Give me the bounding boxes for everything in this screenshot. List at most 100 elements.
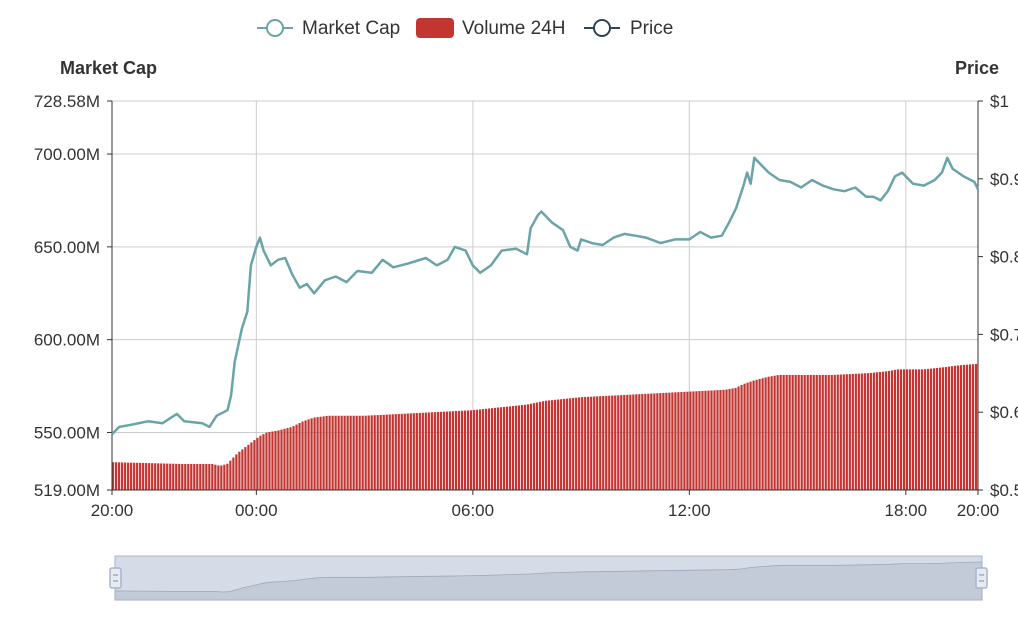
volume-bar (944, 366, 948, 490)
volume-bar (689, 391, 692, 490)
volume-bar (731, 388, 734, 490)
zoom-handle-left[interactable] (109, 567, 122, 589)
volume-bar (878, 371, 881, 490)
volume-bar (196, 464, 199, 490)
volume-bar (142, 462, 145, 490)
volume-bar (752, 380, 755, 490)
volume-bar (842, 374, 845, 490)
volume-bar (346, 415, 349, 490)
volume-bar (280, 429, 283, 490)
volume-bar (557, 399, 560, 490)
volume-bar (923, 369, 927, 490)
volume-bar (887, 370, 890, 490)
volume-bar (719, 390, 722, 490)
legend-label-volume: Volume 24H (462, 18, 566, 39)
volume-bar (686, 391, 689, 490)
market-cap-line (111, 156, 980, 436)
volume-bar (647, 393, 650, 490)
zoom-handle-right[interactable] (975, 567, 988, 589)
volume-bar (127, 462, 130, 490)
volume-bar (851, 373, 854, 490)
volume-bar (875, 372, 878, 490)
volume-bar (809, 374, 812, 490)
volume-bar (211, 464, 214, 490)
volume-bar (695, 391, 698, 490)
volume-bar (343, 415, 346, 490)
volume-bar (833, 374, 836, 490)
volume-bar (472, 410, 476, 490)
volume-bar (421, 412, 424, 490)
volume-bar (373, 415, 376, 490)
volume-bar (496, 407, 500, 490)
volume-bar (971, 364, 975, 490)
legend-item-volume[interactable]: Volume 24H (416, 18, 566, 39)
volume-bar (130, 462, 133, 490)
left-axis-tick-label: 728.58M (34, 92, 100, 111)
volume-bar (304, 420, 307, 490)
volume-bar (965, 364, 969, 490)
volume-bar (154, 463, 157, 490)
volume-bar (325, 415, 328, 490)
zoom-preview-area (114, 561, 983, 601)
volume-bar (782, 374, 785, 490)
volume-bar (397, 413, 400, 490)
volume-bar (469, 410, 473, 490)
volume-bar (746, 382, 749, 490)
right-axis-tick-label: $0.6 (990, 403, 1018, 422)
volume-bar (677, 392, 680, 490)
volume-bar (493, 407, 497, 490)
volume-bar (800, 374, 803, 490)
volume-bar (683, 391, 686, 490)
volume-bar (650, 393, 653, 490)
volume-bar (409, 413, 412, 490)
volume-bar (947, 366, 951, 490)
volume-bar (761, 378, 764, 490)
volume-bar (187, 464, 190, 490)
legend-item-market-cap[interactable]: Market Cap (257, 18, 400, 39)
volume-bar (668, 392, 671, 490)
volume-bar (767, 376, 770, 490)
volume-bar (370, 415, 373, 490)
volume-bar (569, 398, 572, 490)
volume-bar (394, 414, 397, 490)
volume-bar (629, 394, 632, 490)
volume-bar (334, 415, 337, 490)
data-zoom-slider[interactable] (109, 555, 988, 601)
volume-bar (884, 371, 887, 490)
volume-bar (193, 464, 196, 490)
volume-bar (779, 374, 782, 490)
volume-bar (716, 390, 719, 490)
volume-bar (890, 370, 894, 490)
volume-bar (815, 374, 818, 490)
volume-bar (241, 449, 244, 490)
volume-bar (755, 379, 758, 490)
volume-bar (566, 398, 569, 490)
volume-bar (427, 412, 430, 490)
volume-bar (337, 415, 340, 490)
volume-bar (274, 430, 277, 490)
volume-bar (590, 396, 593, 490)
volume-bar (827, 374, 830, 490)
volume-bar (466, 410, 470, 490)
legend-item-price[interactable]: Price (584, 18, 673, 39)
volume-bar (812, 374, 815, 490)
volume-bar (169, 463, 172, 490)
volume-bar (635, 394, 638, 490)
right-axis-tick-label: $1 (990, 92, 1009, 111)
volume-bar (758, 379, 761, 490)
axes: 519.00M 550.00M 600.00M 650.00M 700.00M 728.5… (34, 92, 1018, 520)
volume-bar (872, 372, 875, 490)
volume-bar (505, 406, 509, 490)
volume-bar (920, 369, 924, 490)
circle-marker-icon (593, 19, 611, 37)
volume-bar (545, 400, 548, 490)
volume-bar (845, 374, 848, 490)
volume-bar (415, 413, 418, 490)
volume-bar (229, 460, 232, 490)
volume-bar (641, 394, 644, 490)
volume-bar (442, 411, 445, 490)
volume-bar (202, 464, 205, 490)
volume-bar (445, 411, 448, 490)
volume-bar (433, 412, 436, 490)
drag-handle-icon (109, 567, 122, 589)
